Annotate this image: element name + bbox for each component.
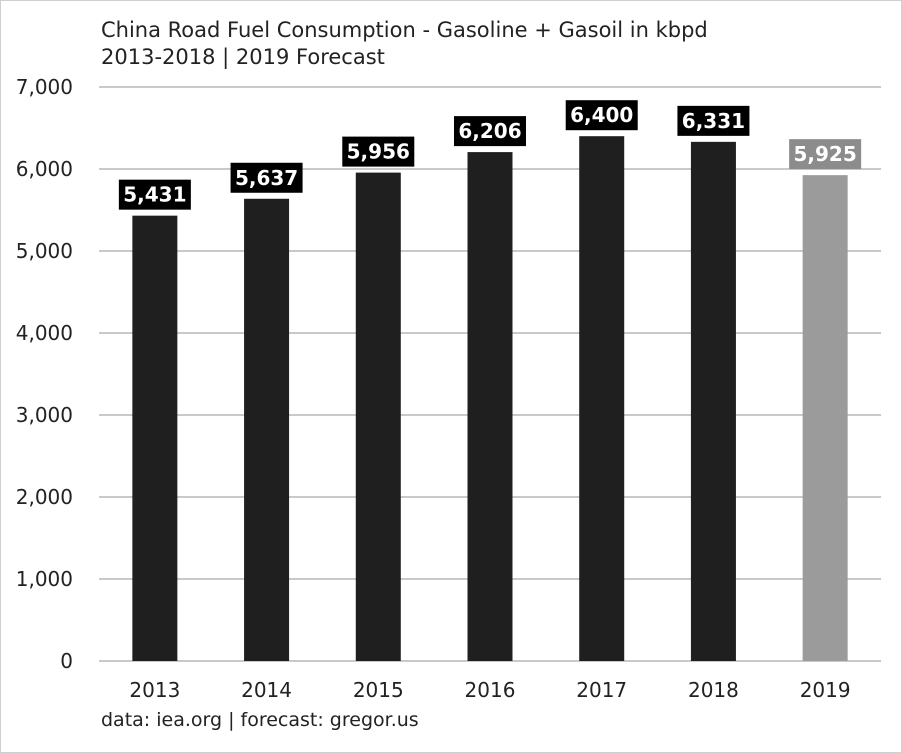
y-tick-label: 2,000 (16, 485, 73, 509)
data-label-box (789, 139, 862, 170)
data-label: 5,431 (123, 183, 186, 207)
x-tick-label: 2015 (353, 678, 404, 702)
bar (355, 172, 401, 661)
source-note: data: iea.org | forecast: gregor.us (101, 709, 419, 731)
bar (802, 175, 848, 661)
data-label-box (677, 105, 750, 136)
y-tick-label: 6,000 (16, 157, 73, 181)
chart-subtitle: 2013-2018 | 2019 Forecast (101, 45, 385, 69)
data-label: 5,925 (794, 142, 857, 166)
y-tick-label: 7,000 (16, 75, 73, 99)
data-label: 5,637 (235, 166, 298, 190)
y-tick-label: 1,000 (16, 567, 73, 591)
y-tick-label: 0 (60, 649, 73, 673)
x-tick-label: 2014 (241, 678, 292, 702)
bar (467, 152, 513, 661)
x-tick-label: 2016 (465, 678, 516, 702)
x-tick-label: 2013 (129, 678, 180, 702)
bar (244, 198, 290, 662)
y-tick-label: 4,000 (16, 321, 73, 345)
x-tick-label: 2017 (576, 678, 627, 702)
chart-title-block: China Road Fuel Consumption - Gasoline +… (101, 17, 708, 71)
data-label: 6,331 (682, 109, 745, 133)
x-tick-label: 2019 (800, 678, 851, 702)
x-tick-label: 2018 (688, 678, 739, 702)
chart-title: China Road Fuel Consumption - Gasoline +… (101, 18, 708, 42)
data-label-box (454, 116, 526, 147)
bar (132, 215, 178, 661)
bar (579, 136, 625, 661)
data-label: 6,206 (458, 119, 521, 143)
data-label-box (565, 100, 638, 131)
bar (690, 141, 736, 661)
data-label-box (342, 136, 415, 167)
data-label-box (118, 179, 191, 210)
data-label: 5,956 (347, 140, 410, 164)
y-tick-label: 5,000 (16, 239, 73, 263)
y-tick-label: 3,000 (16, 403, 73, 427)
data-label: 6,400 (570, 103, 633, 127)
data-label-box (230, 162, 303, 193)
